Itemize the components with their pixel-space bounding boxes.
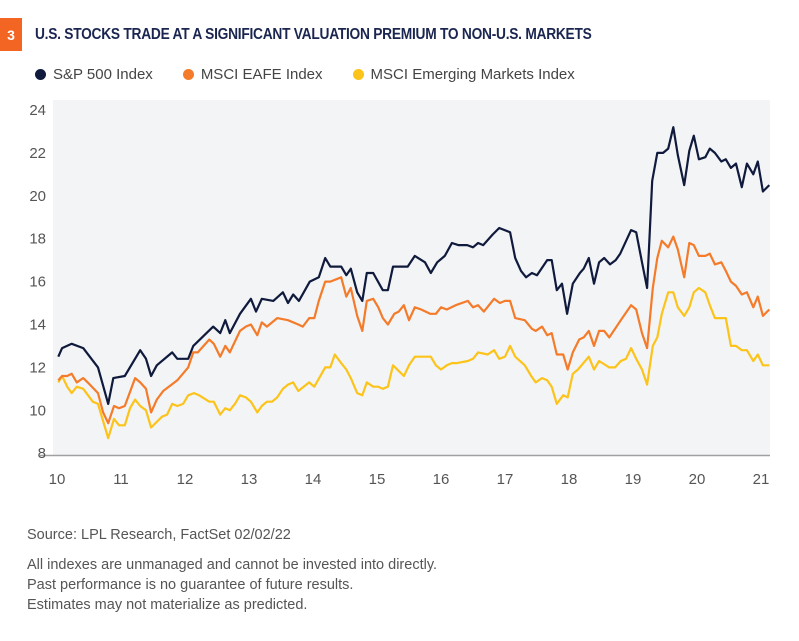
- legend-dot-em: [352, 69, 364, 80]
- disclaimer-3: Estimates may not materialize as predict…: [27, 597, 308, 613]
- y-tick-label: 14: [29, 317, 46, 334]
- series-line-s-p-500-index: [57, 126, 771, 405]
- x-tick-label: 18: [561, 471, 578, 488]
- x-tick-label: 10: [49, 471, 66, 488]
- x-tick-label: 15: [369, 471, 386, 488]
- series-line-msci-eafe-index: [57, 235, 771, 425]
- disclaimer-1: All indexes are unmanaged and cannot be …: [27, 557, 438, 573]
- source-note: Source: LPL Research, FactSet 02/02/22: [27, 527, 291, 543]
- x-tick-label: 21: [753, 471, 770, 488]
- legend-item-em: MSCI Emerging Markets Index: [352, 66, 575, 83]
- y-tick-label: 10: [29, 402, 46, 419]
- legend-item-sp500: S&P 500 Index: [35, 66, 153, 83]
- legend-label-sp500: S&P 500 Index: [53, 66, 153, 83]
- legend-label-eafe: MSCI EAFE Index: [200, 66, 323, 83]
- x-tick-label: 11: [113, 471, 129, 488]
- legend-item-eafe: MSCI EAFE Index: [182, 66, 323, 83]
- y-tick-label: 12: [29, 359, 46, 376]
- y-tick-label: 18: [29, 231, 46, 248]
- x-tick-label: 14: [305, 471, 322, 488]
- series-line-msci-emerging-markets-index: [57, 286, 770, 440]
- legend-dot-sp500: [35, 69, 46, 80]
- x-tick-label: 17: [497, 471, 514, 488]
- legend-dot-eafe: [182, 69, 194, 80]
- y-tick-label: 8: [38, 445, 46, 462]
- x-tick-label: 13: [241, 471, 258, 488]
- x-tick-label: 16: [433, 471, 450, 488]
- y-tick-label: 20: [29, 188, 46, 205]
- disclaimer-2: Past performance is no guarantee of futu…: [27, 577, 354, 593]
- figure-number-badge: 3: [0, 18, 22, 51]
- y-tick-label: 24: [29, 102, 46, 119]
- plot-area: [53, 100, 770, 455]
- legend-label-em: MSCI Emerging Markets Index: [370, 66, 575, 83]
- y-tick-label: 16: [29, 274, 46, 291]
- x-tick-label: 12: [177, 471, 194, 488]
- chart-title: U.S. STOCKS TRADE AT A SIGNIFICANT VALUA…: [35, 26, 592, 43]
- legend: S&P 500 Index MSCI EAFE Index MSCI Emerg…: [35, 66, 605, 83]
- x-tick-label: 19: [625, 471, 642, 488]
- y-tick-label: 22: [29, 145, 46, 162]
- x-tick-label: 20: [689, 471, 706, 488]
